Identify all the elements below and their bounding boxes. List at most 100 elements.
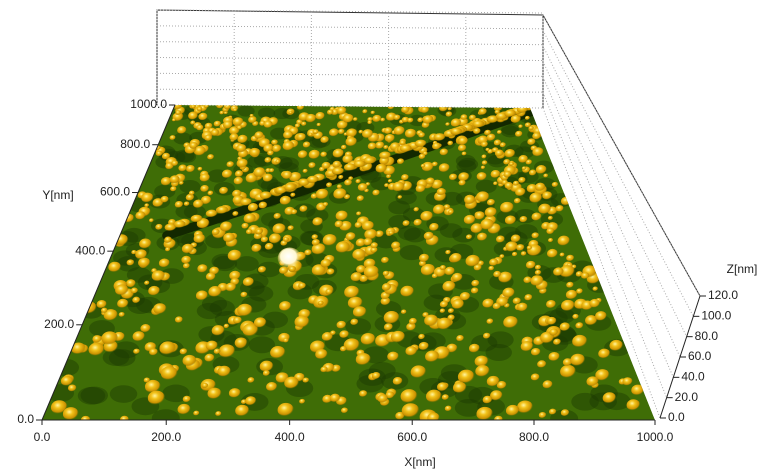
surface-grain bbox=[538, 204, 551, 215]
surface-grain bbox=[301, 122, 306, 127]
surface-grain bbox=[593, 286, 599, 291]
surface-grain bbox=[535, 183, 546, 192]
grid-line bbox=[157, 89, 543, 92]
surface-ridge bbox=[332, 167, 344, 175]
surface-grain bbox=[233, 317, 242, 325]
surface-grain bbox=[135, 249, 147, 259]
surface-grain bbox=[270, 346, 286, 359]
surface-grain bbox=[450, 253, 462, 263]
surface-grain bbox=[216, 102, 224, 109]
surface-grain bbox=[295, 316, 310, 329]
surface-grain bbox=[356, 211, 361, 215]
surface-grain bbox=[308, 133, 313, 137]
surface-grain bbox=[284, 377, 299, 390]
surface-grain bbox=[511, 234, 521, 243]
surface-grain bbox=[548, 216, 553, 220]
surface-grain bbox=[411, 365, 427, 378]
surface-grain bbox=[170, 175, 180, 184]
surface-grain bbox=[63, 407, 79, 421]
surface-grain bbox=[381, 257, 389, 264]
surface-grain bbox=[560, 322, 571, 331]
z-tick-label: 100.0 bbox=[701, 309, 731, 323]
surface-grain bbox=[291, 209, 298, 215]
surface-grain bbox=[119, 312, 125, 317]
surface-grain bbox=[283, 141, 295, 151]
surface-grain bbox=[466, 255, 481, 268]
x-tick-label: 400.0 bbox=[275, 430, 305, 444]
surface-grain bbox=[254, 317, 267, 328]
surface-grain bbox=[340, 346, 347, 352]
surface-grain bbox=[419, 254, 429, 263]
surface-grain bbox=[424, 315, 438, 327]
surface-grain bbox=[161, 366, 178, 380]
surface-grain bbox=[267, 150, 274, 156]
surface-grain bbox=[194, 234, 206, 244]
surface-grain bbox=[269, 168, 274, 172]
surface-grain bbox=[527, 138, 536, 145]
surface-grain bbox=[196, 125, 203, 131]
surface-grain bbox=[189, 191, 195, 196]
surface-grain bbox=[497, 130, 502, 134]
surface-grain bbox=[529, 192, 542, 203]
surface-grain bbox=[553, 339, 561, 346]
surface-grain bbox=[229, 133, 238, 141]
x-tick-label: 600.0 bbox=[397, 430, 427, 444]
x-tick-label: 200.0 bbox=[151, 430, 181, 444]
surface-grain bbox=[482, 160, 488, 165]
surface-grain bbox=[475, 211, 486, 220]
surface-grain bbox=[532, 212, 542, 221]
surface-grain bbox=[515, 131, 523, 138]
surface-shade bbox=[476, 180, 497, 193]
surface-grain bbox=[335, 221, 344, 229]
surface-ridge bbox=[379, 152, 391, 160]
surface-grain bbox=[460, 292, 471, 301]
surface-grain bbox=[420, 211, 433, 222]
surface-grain bbox=[303, 142, 311, 149]
surface-shade bbox=[81, 387, 108, 405]
z-tick-label: 0.0 bbox=[668, 410, 685, 424]
surface-grain bbox=[493, 181, 498, 185]
surface-grain bbox=[133, 349, 140, 355]
surface-grain bbox=[440, 148, 449, 155]
surface-grain bbox=[258, 266, 266, 273]
surface-grain bbox=[553, 267, 564, 276]
surface-ridge bbox=[174, 220, 186, 228]
surface-grain bbox=[440, 265, 446, 270]
surface-grain bbox=[326, 182, 332, 187]
surface-grain bbox=[439, 163, 450, 172]
surface-ridge bbox=[450, 128, 462, 136]
surface-grain bbox=[181, 256, 191, 265]
surface-grain bbox=[323, 202, 329, 207]
surface-grain bbox=[405, 129, 417, 139]
surface-grain bbox=[449, 174, 457, 181]
surface-grain bbox=[337, 184, 342, 188]
surface-grain bbox=[570, 354, 585, 367]
surface-grain bbox=[175, 316, 183, 323]
surface-grain bbox=[445, 406, 452, 412]
surface-grain bbox=[469, 344, 480, 353]
surface-grain bbox=[603, 392, 617, 404]
surface-grain bbox=[189, 142, 198, 149]
grid-line bbox=[157, 26, 543, 29]
surface-grain bbox=[482, 155, 487, 159]
surface-grain bbox=[202, 383, 209, 389]
surface-grain bbox=[271, 139, 278, 145]
surface-grain bbox=[164, 237, 172, 244]
surface-grain bbox=[274, 213, 282, 219]
surface-grain bbox=[211, 129, 220, 136]
surface-grain bbox=[165, 247, 170, 252]
surface-grain bbox=[536, 165, 547, 174]
surface-grain bbox=[263, 370, 270, 376]
surface-grain bbox=[207, 154, 214, 160]
surface-grain bbox=[482, 299, 494, 309]
surface-grain bbox=[327, 268, 335, 275]
surface-grain bbox=[502, 288, 515, 299]
surface-grain bbox=[394, 126, 405, 136]
surface-grain bbox=[393, 377, 403, 385]
surface-grain bbox=[483, 396, 493, 404]
surface-grain bbox=[296, 133, 306, 141]
surface-grain bbox=[388, 104, 395, 110]
surface-grain bbox=[426, 178, 435, 186]
surface-grain bbox=[453, 382, 467, 394]
surface-grain bbox=[204, 104, 209, 108]
